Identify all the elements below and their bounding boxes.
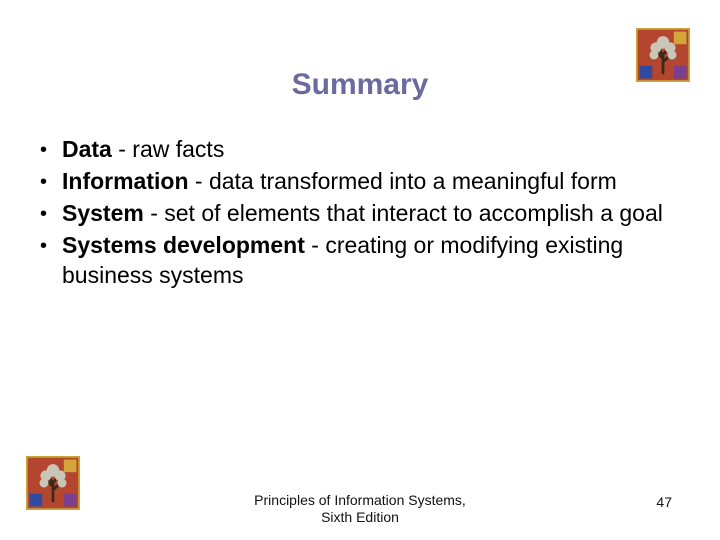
bullet-marker: • [40, 167, 62, 197]
footer-line-2: Sixth Edition [0, 509, 720, 526]
bullet-text: Systems development - creating or modify… [62, 231, 680, 291]
slide-title: Summary [0, 68, 720, 102]
icon-accent-gold [64, 460, 77, 473]
bullet-item: • System - set of elements that interact… [40, 199, 680, 229]
bullet-item: • Data - raw facts [40, 135, 680, 165]
icon-foliage-5 [58, 479, 67, 488]
page-number: 47 [656, 494, 672, 510]
bullet-marker: • [40, 199, 62, 229]
bullet-definition: - set of elements that interact to accom… [144, 200, 663, 226]
bullet-item: • Information - data transformed into a … [40, 167, 680, 197]
icon-accent-gold [674, 32, 687, 45]
bullet-text: Information - data transformed into a me… [62, 167, 680, 197]
icon-foliage-4 [40, 479, 49, 488]
bullet-item: • Systems development - creating or modi… [40, 231, 680, 291]
bullet-term: Data [62, 136, 112, 162]
bullet-text: System - set of elements that interact t… [62, 199, 680, 229]
bullet-marker: • [40, 135, 62, 165]
icon-foliage-5 [668, 51, 677, 60]
footer-text: Principles of Information Systems, Sixth… [0, 492, 720, 526]
bullet-term: Information [62, 168, 189, 194]
bullet-definition: - data transformed into a meaningful for… [189, 168, 617, 194]
bullet-definition: - raw facts [112, 136, 224, 162]
footer-line-1: Principles of Information Systems, [0, 492, 720, 509]
slide-body: • Data - raw facts • Information - data … [40, 135, 680, 293]
slide: Summary • Data - raw facts • Information… [0, 0, 720, 540]
bullet-term: Systems development [62, 232, 305, 258]
icon-foliage-4 [650, 51, 659, 60]
bullet-text: Data - raw facts [62, 135, 680, 165]
bullet-marker: • [40, 231, 62, 261]
bullet-term: System [62, 200, 144, 226]
